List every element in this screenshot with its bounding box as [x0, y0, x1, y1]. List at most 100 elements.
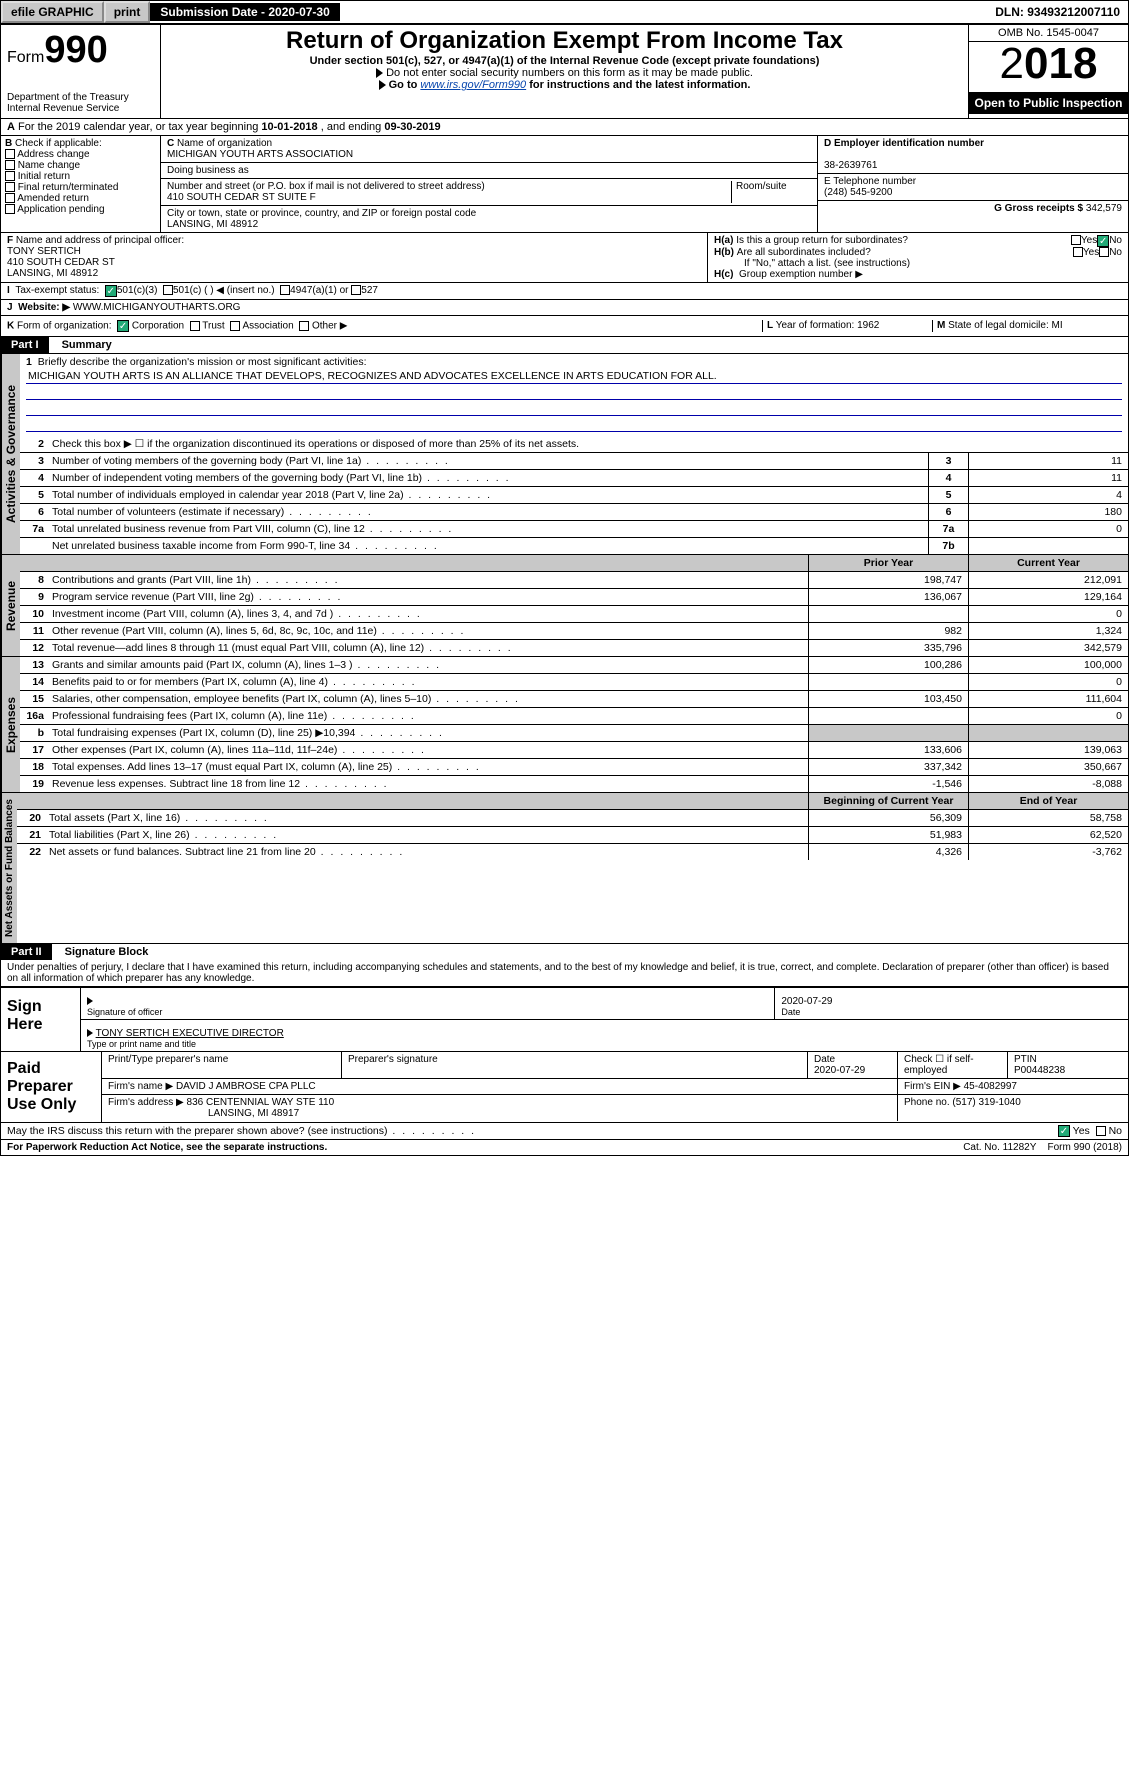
part2-badge: Part II	[1, 944, 52, 960]
name-lbl: Type or print name and title	[87, 1039, 196, 1049]
l-lbl: Year of formation:	[776, 320, 855, 331]
psig: Preparer's signature	[342, 1052, 808, 1078]
room-suite: Room/suite	[731, 181, 811, 203]
org-city: LANSING, MI 48912	[167, 219, 258, 230]
checkbox-icon[interactable]	[5, 160, 15, 170]
firm-lbl: Firm's name ▶	[108, 1081, 173, 1092]
line-ref: 4	[928, 470, 968, 486]
irs-link[interactable]: www.irs.gov/Form990	[420, 79, 526, 91]
hb-row: H(b) Are all subordinates included? Yes …	[714, 247, 1122, 258]
phone-val: (248) 545-9200	[824, 187, 892, 198]
prior-val	[808, 708, 968, 724]
checkbox-icon[interactable]	[1096, 1126, 1106, 1136]
checkbox-icon[interactable]	[5, 182, 15, 192]
prior-val: 198,747	[808, 572, 968, 588]
officer-name-cell: TONY SERTICH EXECUTIVE DIRECTORType or p…	[81, 1020, 1128, 1051]
blank-line	[26, 386, 1122, 400]
table-line: 19Revenue less expenses. Subtract line 1…	[20, 776, 1128, 792]
footer: For Paperwork Reduction Act Notice, see …	[1, 1140, 1128, 1155]
checkbox-icon[interactable]	[5, 149, 15, 159]
line-val: 0	[968, 521, 1128, 537]
i-status: I Tax-exempt status: ✓ 501(c)(3) 501(c) …	[1, 283, 1128, 300]
discuss-yesno: ✓ Yes No	[1058, 1125, 1122, 1137]
header-right: OMB No. 1545-0047 2018 Open to Public In…	[968, 25, 1128, 118]
curr-val: 62,520	[968, 827, 1128, 843]
faddr-val: 836 CENTENNIAL WAY STE 110	[187, 1097, 335, 1108]
curr-val: 0	[968, 606, 1128, 622]
efile-button[interactable]: efile GRAPHIC	[1, 1, 104, 23]
ha-row: H(a) Is this a group return for subordin…	[714, 235, 1122, 247]
table-line: 16aProfessional fundraising fees (Part I…	[20, 708, 1128, 725]
checkbox-icon[interactable]	[5, 171, 15, 181]
exp-tab: Expenses	[1, 657, 20, 792]
prior-val: 133,606	[808, 742, 968, 758]
line-text: Investment income (Part VIII, column (A)…	[48, 606, 808, 622]
checkbox-icon[interactable]	[163, 285, 173, 295]
checkbox-icon[interactable]	[1073, 247, 1083, 257]
no-lbl: No	[1109, 1125, 1122, 1137]
checkbox-icon[interactable]	[190, 321, 200, 331]
bcd-row: B Check if applicable: Address change Na…	[1, 136, 1128, 233]
form-word: Form	[7, 49, 44, 66]
gov-line: 3Number of voting members of the governi…	[20, 453, 1128, 470]
gov-line: 4Number of independent voting members of…	[20, 470, 1128, 487]
line-no: 16a	[20, 708, 48, 724]
self-emp: Check ☐ if self-employed	[898, 1052, 1008, 1078]
b-amended: Amended return	[17, 193, 89, 204]
form-990: Form990 Department of the Treasury Inter…	[0, 24, 1129, 1156]
checkbox-icon[interactable]	[5, 193, 15, 203]
curr-val: 139,063	[968, 742, 1128, 758]
table-line: 18Total expenses. Add lines 13–17 (must …	[20, 759, 1128, 776]
curr-val	[968, 725, 1128, 741]
i-501c: 501(c) ( ) ◀ (insert no.)	[173, 285, 275, 297]
firm-name: Firm's name ▶ DAVID J AMBROSE CPA PLLC	[102, 1079, 898, 1094]
gov-line: 6Total number of volunteers (estimate if…	[20, 504, 1128, 521]
part1-header: Part I Summary	[1, 337, 1128, 354]
sig-lbl: Signature of officer	[87, 1007, 162, 1017]
curr-val: 212,091	[968, 572, 1128, 588]
b-pending: Application pending	[17, 204, 104, 215]
pdate: Date2020-07-29	[808, 1052, 898, 1078]
part1-title: Summary	[52, 339, 112, 351]
a-begin: 10-01-2018	[261, 121, 317, 133]
table-line: 12Total revenue—add lines 8 through 11 (…	[20, 640, 1128, 656]
checkbox-icon[interactable]	[299, 321, 309, 331]
checkbox-icon[interactable]	[1099, 247, 1109, 257]
arrow-icon	[87, 1029, 93, 1037]
checkbox-icon[interactable]	[351, 285, 361, 295]
line-no: 4	[20, 470, 48, 486]
header-left: Form990 Department of the Treasury Inter…	[1, 25, 161, 118]
phone-val: (517) 319-1040	[952, 1097, 1020, 1108]
line-val: 11	[968, 470, 1128, 486]
checkbox-icon[interactable]	[1071, 235, 1081, 245]
gov-tab: Activities & Governance	[1, 354, 20, 554]
line-text: Program service revenue (Part VIII, line…	[48, 589, 808, 605]
name-row: TONY SERTICH EXECUTIVE DIRECTORType or p…	[81, 1020, 1128, 1051]
c-addr-row: Number and street (or P.O. box if mail i…	[161, 179, 817, 206]
ptp-name: Print/Type preparer's name	[102, 1052, 342, 1078]
line-no	[20, 538, 48, 554]
dln: DLN: 93493212007110	[987, 3, 1128, 21]
line-text: Other expenses (Part IX, column (A), lin…	[48, 742, 808, 758]
checkbox-icon[interactable]	[280, 285, 290, 295]
officer-name: TONY SERTICH	[7, 246, 81, 257]
checkbox-icon[interactable]	[5, 204, 15, 214]
f-officer: F Name and address of principal officer:…	[1, 233, 708, 282]
table-line: 22Net assets or fund balances. Subtract …	[17, 844, 1128, 860]
prior-val: 51,983	[808, 827, 968, 843]
net-section: Net Assets or Fund Balances Beginning of…	[1, 793, 1128, 944]
gov-line: 5Total number of individuals employed in…	[20, 487, 1128, 504]
prior-val	[808, 674, 968, 690]
a-end: 09-30-2019	[384, 121, 440, 133]
d-ein: D Employer identification number38-26397…	[818, 136, 1128, 174]
c-name: C Name of organizationMICHIGAN YOUTH ART…	[161, 136, 817, 163]
checkbox-icon[interactable]	[230, 321, 240, 331]
year-suffix: 018	[1024, 39, 1097, 88]
table-line: 21Total liabilities (Part X, line 26)51,…	[17, 827, 1128, 844]
firm-addr: Firm's address ▶ 836 CENTENNIAL WAY STE …	[102, 1095, 898, 1121]
sign-here-right: Signature of officer 2020-07-29Date TONY…	[81, 988, 1128, 1051]
g-val: 342,579	[1086, 203, 1122, 214]
print-button[interactable]: print	[104, 1, 151, 23]
blank-line	[26, 402, 1122, 416]
note1-text: Do not enter social security numbers on …	[386, 67, 753, 79]
